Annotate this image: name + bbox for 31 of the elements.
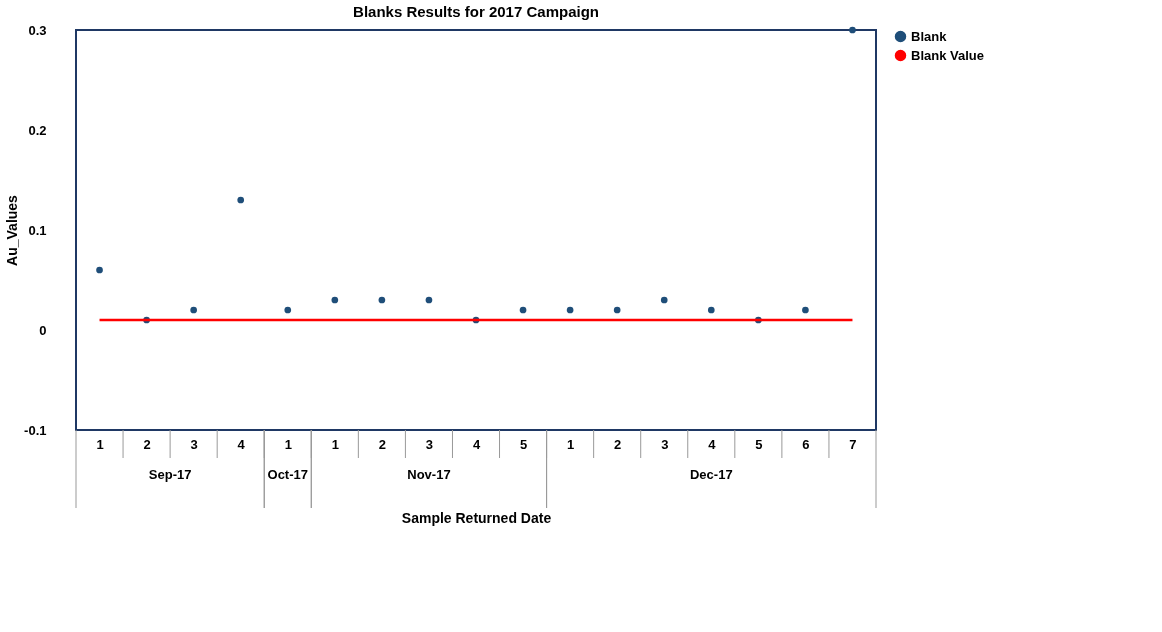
y-tick-label: 0.1 bbox=[28, 222, 47, 238]
text: Oct-17 bbox=[267, 467, 308, 482]
text: Nov-17 bbox=[407, 467, 451, 482]
x-tick-label: 1 bbox=[331, 436, 339, 452]
x-tick-label: 1 bbox=[284, 436, 292, 452]
y-tick-label: 0.2 bbox=[28, 122, 47, 138]
y-tick-label: -0.1 bbox=[24, 422, 47, 438]
x-tick-label: 2 bbox=[378, 436, 386, 452]
y-axis-title: Au_Values bbox=[4, 194, 21, 266]
text: Dec-17 bbox=[689, 467, 733, 482]
x-tick-label: 2 bbox=[143, 436, 151, 452]
y-tick-label: 0.3 bbox=[28, 22, 47, 38]
x-tick-label: 4 bbox=[708, 436, 717, 452]
x-tick-label: 5 bbox=[519, 436, 528, 452]
x-tick-label: 3 bbox=[190, 436, 198, 452]
text: Sep-17 bbox=[148, 467, 192, 482]
x-tick-label: 2 bbox=[614, 436, 622, 452]
x-tick-label: 4 bbox=[472, 436, 481, 452]
x-tick-label: 6 bbox=[802, 436, 810, 452]
y-tick-label: 0 bbox=[39, 322, 47, 338]
legend-label: Blank Value bbox=[911, 47, 984, 63]
x-tick-label: 1 bbox=[96, 436, 104, 452]
chart-title: Blanks Results for 2017 Campaign bbox=[353, 3, 599, 20]
x-axis-title: Sample Returned Date bbox=[401, 509, 552, 526]
x-tick-label: 4 bbox=[237, 436, 246, 452]
x-tick-label: 3 bbox=[425, 436, 434, 452]
legend-label: Blank bbox=[911, 28, 948, 44]
x-tick-label: 1 bbox=[567, 436, 575, 452]
x-tick-label: 3 bbox=[661, 436, 669, 452]
x-tick-label: 5 bbox=[755, 436, 763, 452]
x-tick-label: 7 bbox=[849, 436, 857, 452]
